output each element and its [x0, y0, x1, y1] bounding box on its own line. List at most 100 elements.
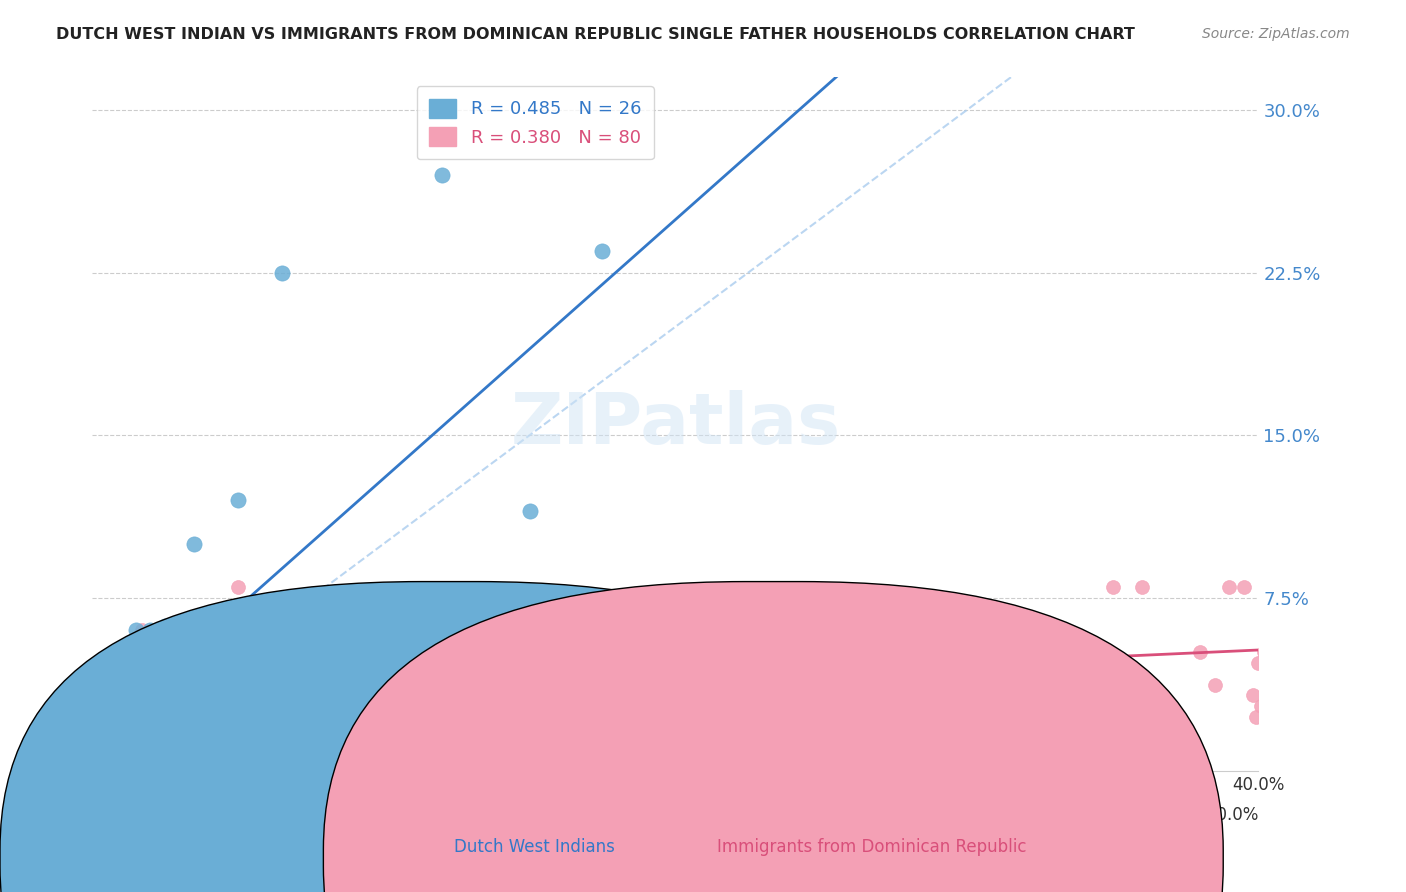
Text: 0.0%: 0.0%: [93, 806, 134, 824]
Point: [145, 634, 167, 648]
Point: [1244, 710, 1267, 724]
Point: [131, 624, 153, 638]
Point: [96, 742, 118, 756]
Point: [98, 721, 121, 735]
Point: [956, 624, 979, 638]
Point: [145, 645, 167, 659]
Point: [1160, 699, 1182, 714]
Point: [125, 624, 148, 638]
Point: [402, 645, 425, 659]
Point: [723, 624, 745, 638]
Point: [128, 736, 150, 750]
Point: [131, 742, 153, 756]
Point: [299, 710, 322, 724]
Point: [810, 666, 832, 681]
Point: [373, 678, 395, 692]
Point: [519, 504, 541, 518]
Text: Dutch West Indians: Dutch West Indians: [454, 838, 614, 856]
Point: [430, 710, 453, 724]
Point: [156, 721, 179, 735]
Point: [186, 678, 208, 692]
Point: [163, 624, 186, 638]
Point: [519, 656, 541, 670]
Point: [927, 624, 949, 638]
Point: [752, 624, 775, 638]
Point: [547, 699, 569, 714]
Point: [1250, 699, 1272, 714]
Point: [107, 731, 129, 746]
Point: [1256, 624, 1278, 638]
Point: [1130, 580, 1153, 594]
Point: [169, 749, 191, 764]
Point: [104, 731, 127, 746]
Point: [1253, 645, 1275, 659]
Point: [780, 678, 803, 692]
Point: [984, 666, 1007, 681]
Point: [636, 689, 658, 703]
Point: [134, 656, 156, 670]
Point: [242, 749, 264, 764]
Point: [226, 580, 249, 594]
Point: [1043, 645, 1066, 659]
Point: [183, 537, 205, 551]
Text: Immigrants from Dominican Republic: Immigrants from Dominican Republic: [717, 838, 1026, 856]
Point: [191, 699, 214, 714]
Point: [591, 244, 613, 258]
Point: [256, 624, 278, 638]
Point: [1218, 580, 1240, 594]
Point: [163, 624, 186, 638]
Point: [153, 619, 176, 633]
Text: 40.0%: 40.0%: [1206, 806, 1258, 824]
Point: [115, 699, 138, 714]
Point: [153, 663, 176, 677]
Point: [112, 742, 135, 756]
Text: Source: ZipAtlas.com: Source: ZipAtlas.com: [1202, 27, 1350, 41]
Point: [204, 731, 226, 746]
Point: [136, 710, 159, 724]
Point: [110, 689, 132, 703]
Point: [198, 634, 221, 648]
Point: [139, 624, 162, 638]
Point: [1241, 689, 1264, 703]
Legend: R = 0.485   N = 26, R = 0.380   N = 80: R = 0.485 N = 26, R = 0.380 N = 80: [416, 87, 654, 160]
Point: [180, 710, 202, 724]
Point: [839, 699, 862, 714]
Point: [1233, 580, 1256, 594]
Text: ZIPatlas: ZIPatlas: [510, 390, 841, 458]
Point: [174, 649, 197, 664]
Point: [134, 721, 156, 735]
Point: [329, 689, 352, 703]
Point: [270, 678, 292, 692]
Point: [125, 727, 148, 741]
Point: [430, 168, 453, 182]
Point: [90, 731, 112, 746]
Point: [329, 751, 352, 765]
Point: [142, 727, 165, 741]
Point: [115, 721, 138, 735]
Point: [1189, 645, 1212, 659]
Point: [169, 742, 191, 756]
Point: [242, 666, 264, 681]
Point: [606, 666, 628, 681]
Point: [314, 634, 336, 648]
Point: [122, 731, 145, 746]
Point: [221, 721, 243, 735]
Point: [1247, 656, 1270, 670]
Point: [120, 721, 142, 735]
Point: [285, 656, 308, 670]
Point: [101, 736, 124, 750]
Point: [122, 731, 145, 746]
Point: [125, 678, 148, 692]
Point: [270, 266, 292, 280]
Point: [256, 699, 278, 714]
Point: [139, 671, 162, 685]
Point: [110, 736, 132, 750]
Point: [489, 689, 512, 703]
Point: [460, 666, 482, 681]
Point: [343, 666, 366, 681]
Point: [153, 628, 176, 642]
Point: [1073, 699, 1095, 714]
Point: [212, 689, 235, 703]
Point: [1101, 580, 1123, 594]
Point: [104, 710, 127, 724]
